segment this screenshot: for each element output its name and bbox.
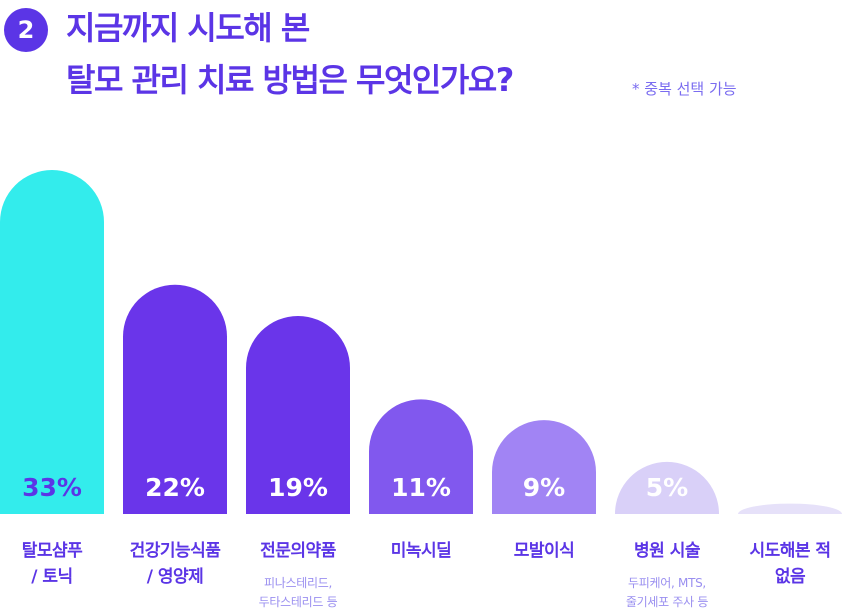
- category-label-5: 병원 시술: [634, 541, 700, 561]
- bar-value-label-3: 11%: [391, 473, 451, 502]
- bar-value-label-4: 9%: [523, 473, 565, 502]
- bar-1: [123, 284, 227, 514]
- category-label-1: 건강기능식품 / 영양제: [129, 541, 221, 587]
- bar-4: [492, 420, 596, 514]
- bar-5: [615, 461, 719, 514]
- bar-value-label-2: 19%: [268, 473, 328, 502]
- bar-6: [738, 503, 842, 514]
- multiple-choice-note: * 중복 선택 가능: [632, 80, 737, 98]
- category-sublabel-5: 두피케어, MTS, 줄기세포 주사 등: [625, 576, 709, 609]
- bar-value-label-5: 5%: [646, 473, 688, 502]
- title-line-2: 탈모 관리 치료 방법은 무엇인가요?: [66, 61, 514, 99]
- bar-0: [0, 170, 104, 514]
- title-line-1: 지금까지 시도해 본: [66, 9, 310, 47]
- category-label-3: 미녹시딜: [390, 541, 452, 561]
- bar-value-label-1: 22%: [145, 473, 205, 502]
- category-label-0: 탈모샴푸 / 토닉: [21, 541, 83, 587]
- category-label-2: 전문의약품: [260, 541, 336, 561]
- bar-value-label-6: 1%: [769, 473, 811, 502]
- category-label-4: 모발이식: [513, 541, 575, 561]
- bar-2: [246, 315, 350, 514]
- question-number-badge: 2: [4, 8, 48, 52]
- bar-3: [369, 399, 474, 514]
- bar-value-label-0: 33%: [22, 473, 82, 502]
- category-sublabel-2: 피나스테리드, 두타스테리드 등: [258, 576, 338, 609]
- category-label-6: 시도해본 적 없음: [749, 541, 831, 587]
